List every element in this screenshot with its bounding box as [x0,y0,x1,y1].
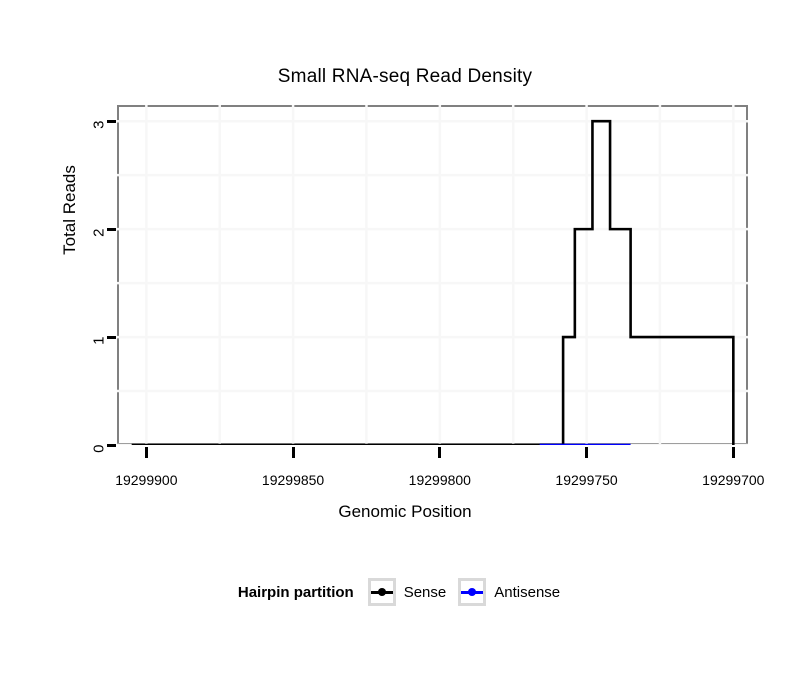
legend-key-swatch [458,578,487,606]
legend-key-swatch [367,578,396,606]
legend-key-inner [370,581,393,603]
x-tick-mark [585,447,589,458]
plot-series-layer [117,105,748,445]
x-tick-label: 19299750 [555,472,618,488]
legend-key-inner [461,581,484,603]
legend-label: Sense [403,583,447,601]
legend-key-point-icon [468,588,477,596]
y-tick-label: 1 [90,336,108,345]
legend-item-antisense[interactable]: Antisense [458,578,560,606]
y-tick-mark [107,443,116,447]
legend-label: Antisense [494,583,561,601]
chart-title: Small RNA-seq Read Density [277,66,533,87]
x-tick-label: 19299700 [702,472,765,488]
y-tick-mark [107,119,116,123]
x-tick-mark [731,447,735,458]
y-tick-mark [107,335,116,339]
legend-items: Sense Antisense [367,578,572,606]
legend-item-sense[interactable]: Sense [367,578,447,606]
y-tick-label: 3 [90,120,108,130]
x-tick-mark [291,447,295,458]
x-tick-mark [144,447,148,458]
x-tick-label: 19299900 [115,472,178,488]
series-line-sense [131,119,735,445]
y-tick-label: 2 [90,228,108,237]
x-tick-mark [438,447,442,458]
x-tick-label: 19299850 [261,472,325,488]
y-tick-mark [107,227,116,231]
x-tick-label: 19299800 [408,472,471,488]
x-axis-title: Genomic Position [338,502,472,521]
gridlines [117,105,748,445]
plot-panel [117,105,748,445]
legend: Hairpin partition Sense Antisense [0,578,810,606]
legend-title: Hairpin partition [237,583,354,601]
legend-key-point-icon [377,588,386,596]
y-axis-title: Total Reads [59,165,79,255]
